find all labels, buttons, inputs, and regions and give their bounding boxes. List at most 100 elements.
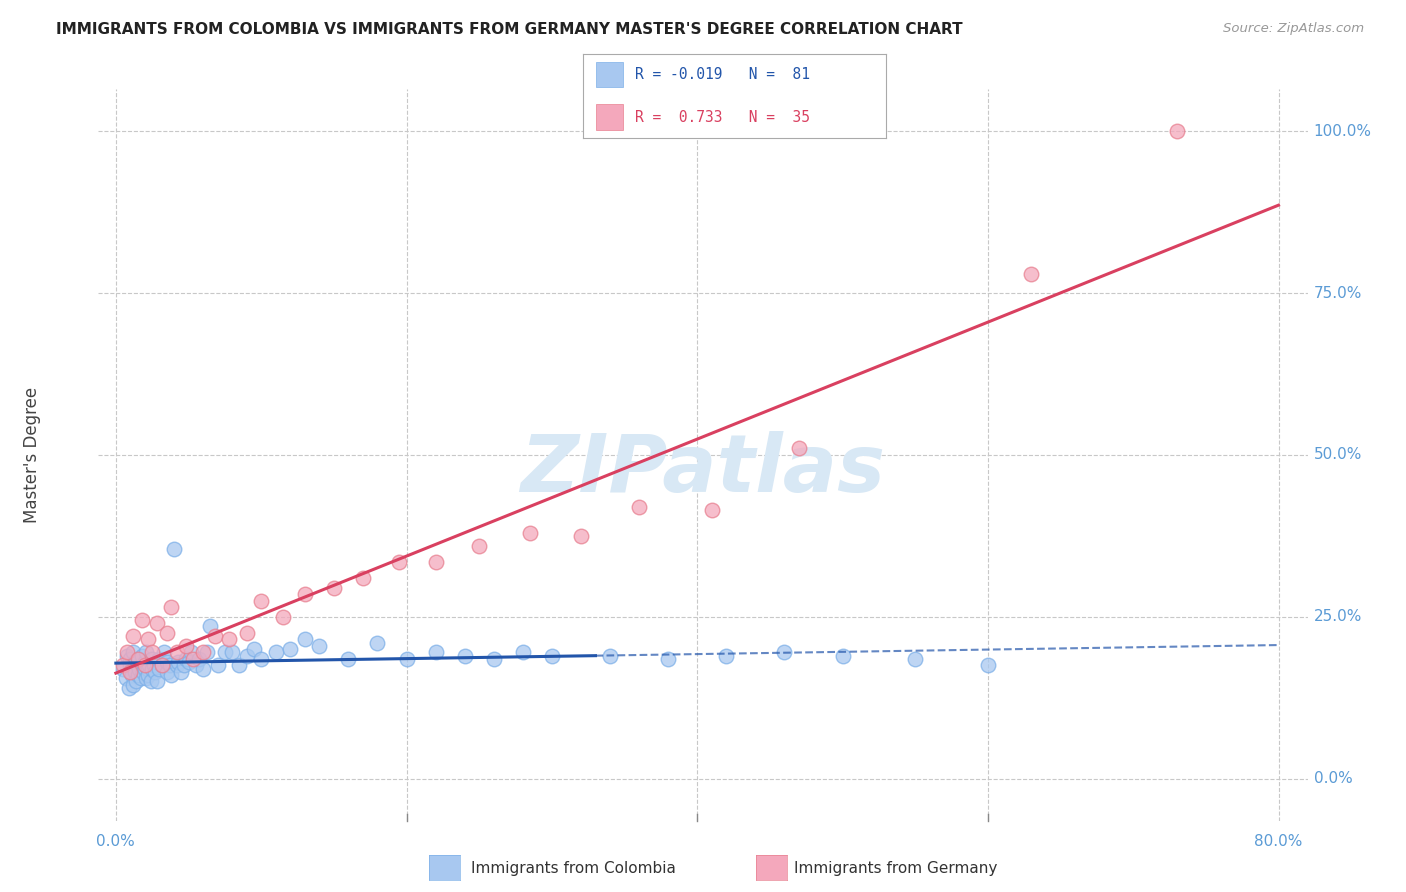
Point: [214, 645, 236, 659]
Point: [170, 665, 193, 679]
Point: [143, 665, 166, 679]
Point: [250, 652, 273, 666]
Text: Immigrants from Colombia: Immigrants from Colombia: [471, 862, 676, 876]
Point: [174, 639, 197, 653]
Point: [145, 674, 167, 689]
Text: ZIPatlas: ZIPatlas: [520, 431, 886, 508]
FancyBboxPatch shape: [596, 104, 623, 130]
Point: [228, 658, 250, 673]
Text: R =  0.733   N =  35: R = 0.733 N = 35: [636, 110, 810, 125]
Point: [243, 642, 266, 657]
Point: [122, 645, 145, 659]
Point: [122, 678, 145, 692]
Point: [166, 645, 188, 659]
Text: Source: ZipAtlas.com: Source: ZipAtlas.com: [1223, 22, 1364, 36]
Point: [207, 658, 229, 673]
Point: [177, 655, 200, 669]
Point: [512, 645, 534, 659]
Point: [174, 652, 197, 666]
Point: [181, 652, 204, 666]
Point: [142, 658, 165, 673]
Point: [141, 661, 163, 675]
Point: [145, 655, 167, 669]
Text: R = -0.019   N =  81: R = -0.019 N = 81: [636, 67, 810, 82]
Point: [136, 661, 159, 675]
Point: [700, 503, 723, 517]
Point: [425, 645, 447, 659]
Point: [218, 632, 240, 647]
Point: [125, 674, 148, 689]
Point: [191, 661, 214, 675]
Point: [787, 442, 810, 456]
Point: [352, 571, 374, 585]
Point: [131, 658, 153, 673]
Point: [139, 674, 162, 689]
Point: [308, 639, 330, 653]
Point: [134, 658, 156, 673]
Point: [773, 645, 796, 659]
Point: [124, 655, 146, 669]
Point: [184, 658, 207, 673]
Point: [977, 658, 1000, 673]
Point: [159, 658, 181, 673]
Text: 75.0%: 75.0%: [1313, 285, 1362, 301]
Point: [294, 632, 316, 647]
Point: [118, 681, 141, 695]
Point: [166, 658, 188, 673]
Point: [204, 629, 226, 643]
Text: Immigrants from Germany: Immigrants from Germany: [794, 862, 998, 876]
Point: [127, 668, 149, 682]
Point: [235, 648, 257, 663]
Point: [235, 626, 257, 640]
Point: [482, 652, 505, 666]
Point: [148, 661, 170, 675]
Point: [904, 652, 927, 666]
Point: [156, 665, 179, 679]
Point: [127, 652, 149, 666]
Point: [337, 652, 360, 666]
Point: [112, 658, 135, 673]
Point: [271, 609, 294, 624]
Point: [121, 668, 143, 682]
Point: [129, 671, 152, 685]
Point: [150, 658, 173, 673]
Point: [366, 635, 388, 649]
Point: [124, 665, 146, 679]
Point: [160, 668, 183, 682]
Point: [131, 613, 153, 627]
Point: [134, 655, 156, 669]
Point: [1021, 267, 1043, 281]
Point: [156, 655, 179, 669]
Point: [160, 600, 183, 615]
Point: [716, 648, 738, 663]
Point: [453, 648, 475, 663]
Point: [150, 658, 173, 673]
Text: 100.0%: 100.0%: [1313, 124, 1372, 139]
Point: [117, 645, 139, 659]
Point: [200, 619, 222, 633]
Point: [134, 661, 156, 675]
Point: [141, 652, 163, 666]
Text: 80.0%: 80.0%: [1254, 834, 1303, 848]
Point: [569, 529, 592, 543]
Point: [145, 616, 167, 631]
Text: Master's Degree: Master's Degree: [22, 387, 41, 523]
Point: [294, 587, 316, 601]
Point: [831, 648, 853, 663]
Text: 50.0%: 50.0%: [1313, 448, 1362, 462]
Point: [468, 539, 491, 553]
Point: [128, 661, 150, 675]
Point: [128, 652, 150, 666]
Point: [278, 642, 301, 657]
Point: [141, 645, 163, 659]
Point: [135, 671, 157, 685]
Point: [120, 652, 142, 666]
Point: [191, 645, 214, 659]
Point: [197, 645, 219, 659]
Text: 0.0%: 0.0%: [1313, 771, 1353, 786]
Text: IMMIGRANTS FROM COLOMBIA VS IMMIGRANTS FROM GERMANY MASTER'S DEGREE CORRELATION : IMMIGRANTS FROM COLOMBIA VS IMMIGRANTS F…: [56, 22, 963, 37]
Point: [599, 648, 621, 663]
Text: 25.0%: 25.0%: [1313, 609, 1362, 624]
Point: [112, 661, 135, 675]
Point: [1166, 124, 1188, 138]
